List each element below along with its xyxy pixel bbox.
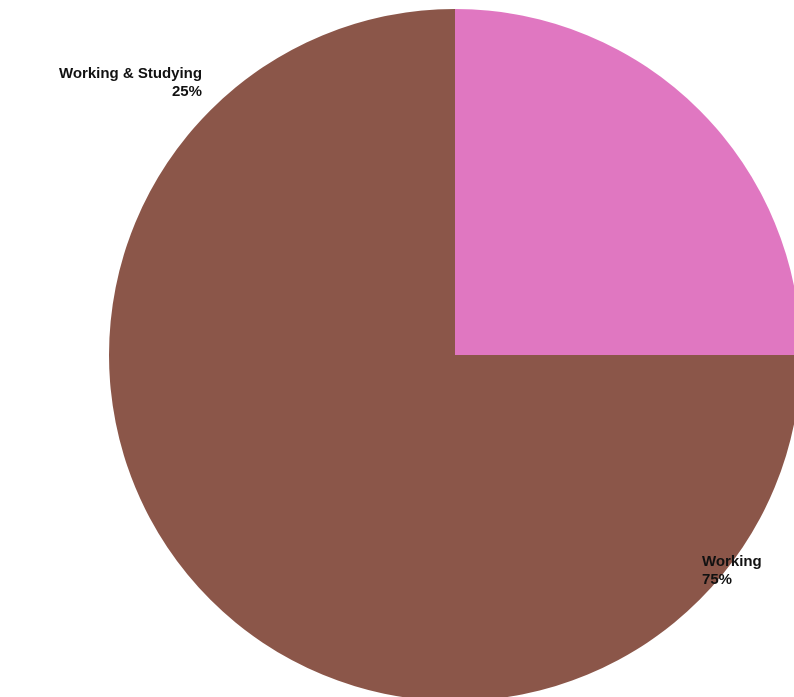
pie-slice-working-studying [455, 9, 794, 355]
slice-label-working-studying: Working & Studying [59, 65, 202, 82]
pie-slice-working [109, 9, 794, 697]
pie-slices [109, 9, 794, 697]
slice-value-working: 75% [702, 571, 732, 588]
slice-value-working-studying: 25% [172, 83, 202, 100]
slice-label-working: Working [702, 553, 762, 570]
